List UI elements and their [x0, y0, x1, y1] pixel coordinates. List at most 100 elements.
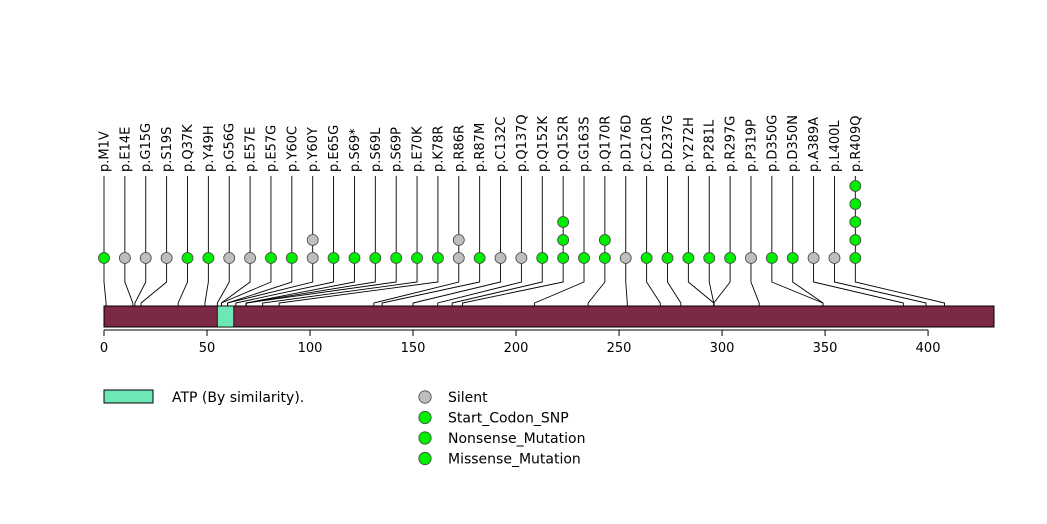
leader-line [245, 258, 397, 306]
mutation-label: p.C210R [640, 117, 655, 172]
mutation-label: p.D237G [661, 115, 676, 172]
mutation-dot [849, 180, 862, 192]
x-tick-label-400: 400 [916, 341, 941, 356]
leader-line [750, 258, 760, 306]
mutation-label: p.S69L [369, 127, 384, 172]
leader-line [854, 258, 946, 306]
x-tick-label-200: 200 [504, 341, 529, 356]
mutation-dot [807, 252, 820, 264]
leader-line [587, 258, 606, 306]
mutation-label: p.Q170R [598, 116, 613, 172]
mutation-label: p.Y272H [682, 117, 697, 172]
legend-item-label: Nonsense_Mutation [448, 431, 585, 447]
mutation-label: p.G163S [578, 116, 593, 172]
mutation-dot [598, 234, 611, 246]
leader-line [220, 258, 272, 306]
leader-line [373, 258, 460, 306]
leader-line [667, 258, 682, 306]
mutation-label: p.G15G [139, 123, 154, 172]
mutation-dot [390, 252, 403, 264]
mutation-dot [557, 252, 570, 264]
mutation-label: p.R409Q [849, 116, 864, 172]
mutation-label: p.P319P [744, 119, 759, 172]
mutation-dot [578, 252, 590, 264]
mutation-label: p.C132C [494, 117, 509, 172]
protein-bar [103, 305, 995, 328]
leader-line [134, 258, 147, 306]
mutation-label: p.Q152R [557, 116, 572, 172]
mutation-dot [515, 252, 528, 264]
mutation-label: p.Y60Y [306, 127, 321, 172]
legend-item-label: Missense_Mutation [448, 452, 581, 468]
mutation-dot [473, 252, 486, 264]
mutation-label: p.A389A [807, 117, 822, 172]
mutation-dot [682, 252, 695, 264]
legend-item-label: Silent [448, 390, 488, 406]
mutation-dot [765, 252, 778, 264]
mutation-label: p.E57G [264, 125, 279, 172]
mutation-dot [745, 252, 757, 264]
mutation-label: p.Y49H [202, 125, 217, 172]
mutation-dot [306, 234, 319, 246]
leader-lines [103, 258, 946, 306]
mutation-label: p.R297G [724, 116, 739, 172]
x-axis: 0 50 100 150 200 250 300 350 400 [100, 329, 941, 356]
mutation-label: p.D350N [786, 115, 801, 172]
mutation-label: p.Y60C [285, 126, 300, 172]
leader-line [235, 258, 335, 306]
mutation-dot [724, 252, 736, 264]
mutation-label: p.S19S [160, 127, 175, 172]
mutation-dots [98, 180, 862, 264]
mutation-label: p.R86R [452, 125, 467, 172]
domain-0 [216, 305, 235, 328]
mutation-dot [139, 252, 152, 264]
mutation-dot [265, 252, 277, 264]
legend-marker [418, 451, 432, 466]
mutation-dot [223, 252, 236, 264]
legend-domain-label: ATP (By similarity). [172, 390, 304, 406]
legend-marker [418, 390, 432, 404]
mutation-label: p.E14E [118, 127, 133, 172]
mutation-label: p.D350G [765, 115, 780, 172]
leader-line [216, 258, 230, 306]
mutation-label: p.Q137Q [515, 114, 530, 172]
mutation-label: p.Q152K [536, 116, 551, 172]
x-tick-label-0: 0 [100, 341, 108, 356]
x-tick-label-300: 300 [710, 341, 735, 356]
mutation-label: p.E65G [327, 125, 342, 172]
mutation-dot [557, 234, 570, 246]
leader-line [451, 258, 543, 306]
mutation-dot [661, 252, 674, 264]
mutation-dot [181, 252, 194, 264]
mutation-dot [244, 252, 256, 264]
mutation-labels: p.M1V p.E14E p.G15G p.S19S p.Q37K p.Y49H p.G56… [98, 114, 864, 172]
mutation-dot [432, 252, 444, 264]
leader-line [625, 258, 628, 306]
leader-line [412, 258, 501, 306]
mutation-label: p.G56G [223, 123, 238, 172]
mutation-dot [619, 252, 632, 264]
legend-item-label: Start_Codon_SNP [448, 411, 569, 427]
x-tick-label-250: 250 [607, 341, 632, 356]
x-tick-label-350: 350 [813, 341, 838, 356]
leader-line [103, 258, 107, 306]
leader-line [534, 258, 585, 306]
mutation-dot [828, 252, 841, 264]
mutation-dot [849, 234, 862, 246]
mutation-dot [160, 252, 173, 264]
leader-line [708, 258, 715, 306]
leader-line [813, 258, 904, 306]
x-tick-label-100: 100 [298, 341, 323, 356]
mutation-dot [786, 252, 799, 264]
mutation-dot [411, 252, 423, 264]
legend-domain-swatch [103, 389, 154, 404]
mutation-dot [369, 252, 382, 264]
mutation-label: p.L400L [828, 120, 843, 172]
mutation-dot [598, 252, 611, 264]
leader-line [140, 258, 168, 306]
mutation-dot [640, 252, 653, 264]
leader-line [462, 258, 564, 306]
leader-line [204, 258, 209, 306]
mutation-dot [494, 252, 507, 264]
